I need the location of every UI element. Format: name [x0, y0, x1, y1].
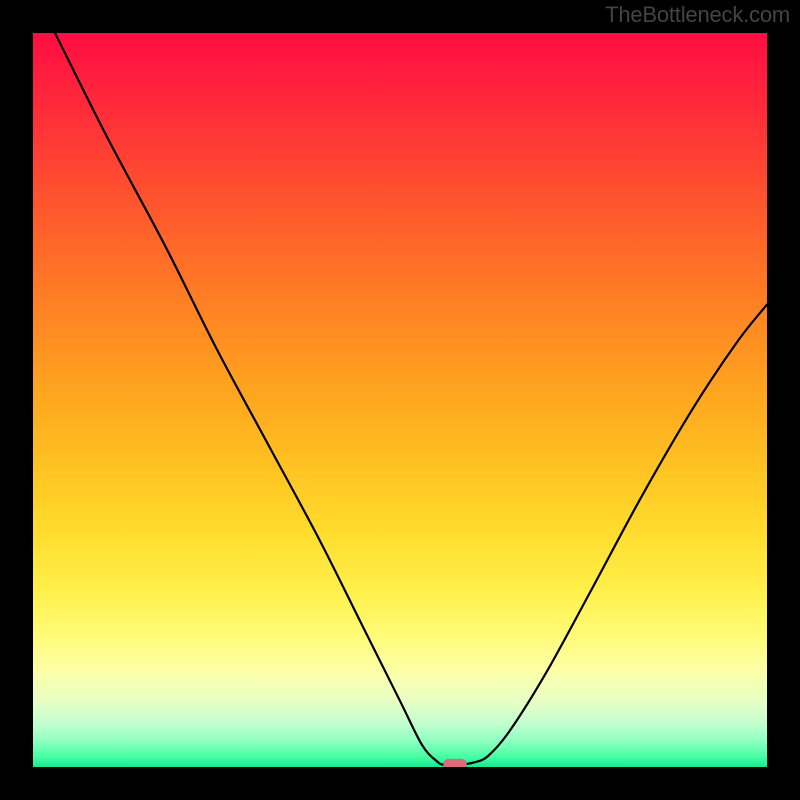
chart-container: TheBottleneck.com	[0, 0, 800, 800]
gradient-background	[33, 33, 767, 767]
bottleneck-chart	[0, 0, 800, 800]
